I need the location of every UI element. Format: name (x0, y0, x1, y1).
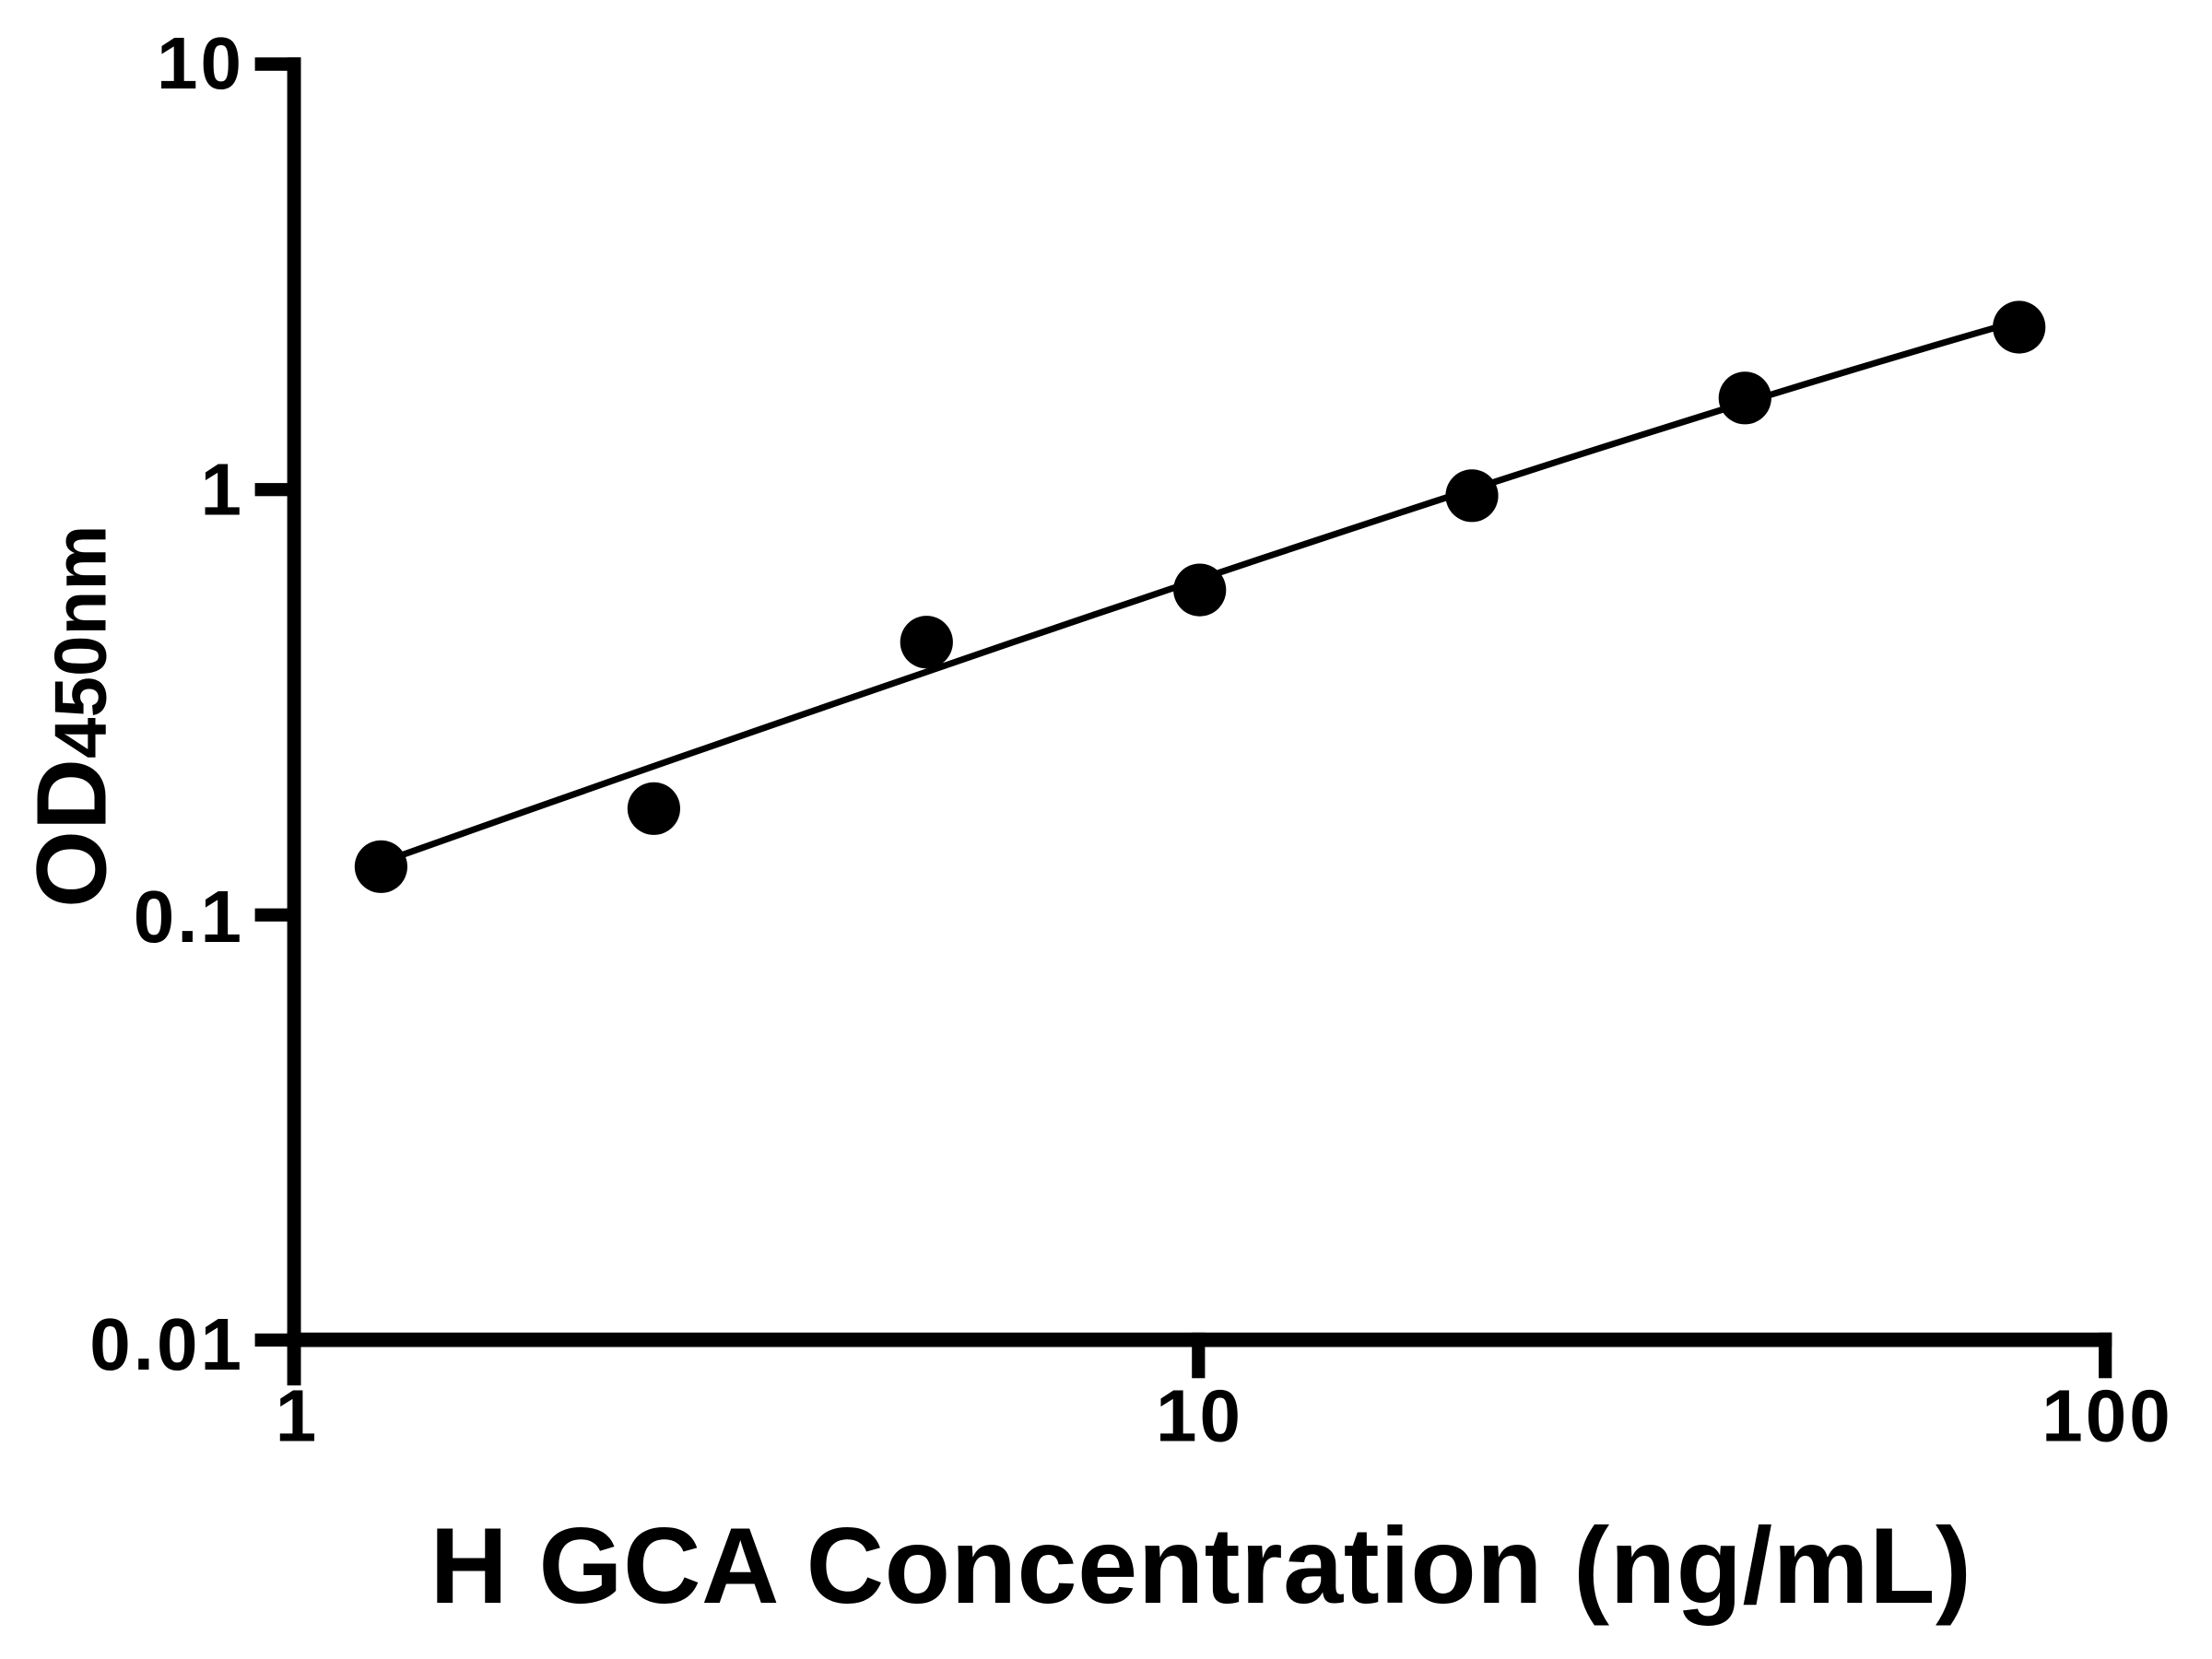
svg-text:10: 10 (157, 22, 244, 104)
svg-text:H GCA Concentration (ng/mL): H GCA Concentration (ng/mL) (429, 1505, 1971, 1626)
svg-text:100: 100 (2041, 1374, 2172, 1456)
svg-text:1: 1 (276, 1374, 320, 1456)
svg-text:0.01: 0.01 (89, 1303, 244, 1385)
svg-text:OD450nm: OD450nm (16, 525, 127, 908)
svg-text:0.1: 0.1 (134, 876, 244, 958)
svg-text:10: 10 (1156, 1374, 1243, 1456)
svg-text:1: 1 (201, 449, 245, 531)
